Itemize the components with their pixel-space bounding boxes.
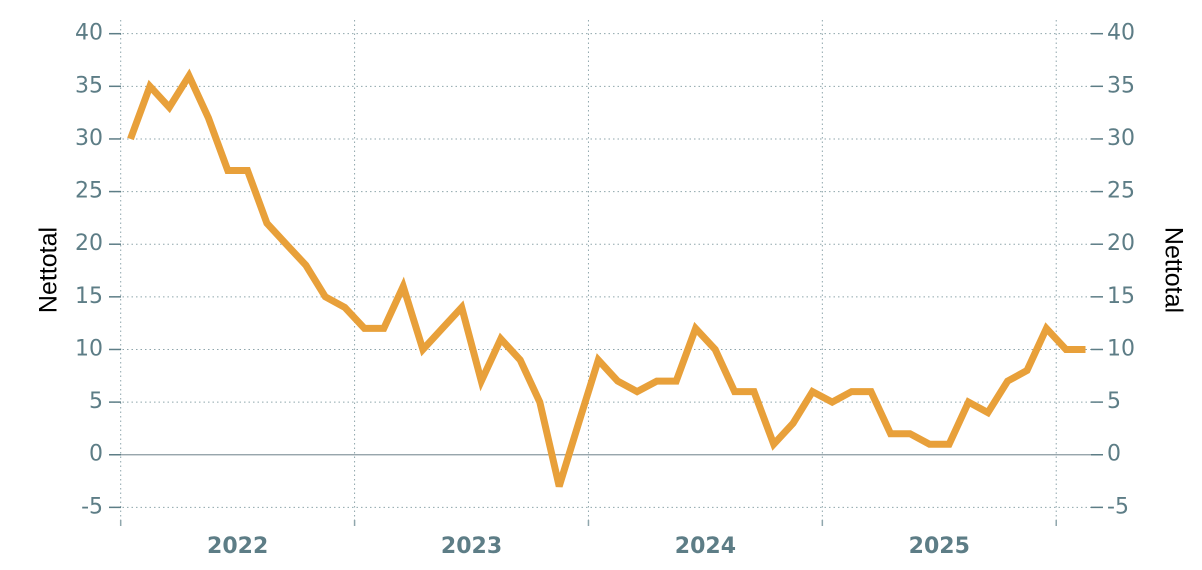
y2-tick-label: 15 xyxy=(1107,284,1135,309)
y-tick-label: 25 xyxy=(75,179,103,204)
y2-tick-label: 20 xyxy=(1107,231,1135,256)
y-tick-label: 15 xyxy=(75,284,103,309)
y-tick-label: 20 xyxy=(75,231,103,256)
y2-tick-label: 35 xyxy=(1107,73,1135,98)
y2-tick-label: 5 xyxy=(1107,389,1121,414)
x-tick-label: 2025 xyxy=(909,534,970,559)
y2-tick-label: -5 xyxy=(1107,494,1129,519)
y2-tick-label: 10 xyxy=(1107,336,1135,361)
line xyxy=(127,68,1086,488)
y2-tick-label: 40 xyxy=(1107,21,1135,46)
y-tick-label: 30 xyxy=(75,126,103,151)
y-tick-label: 5 xyxy=(89,389,103,414)
y-tick-label: 35 xyxy=(75,73,103,98)
y-tick-label: 40 xyxy=(75,21,103,46)
x-tick-label: 2024 xyxy=(675,534,736,559)
y-tick-label: 0 xyxy=(89,442,103,467)
x-tick-label: 2023 xyxy=(441,534,502,559)
y2-tick-label: 25 xyxy=(1107,179,1135,204)
y2-axis-title: Nettotal xyxy=(1159,227,1187,313)
y2-tick-label: 30 xyxy=(1107,126,1135,151)
x-tick-label: 2022 xyxy=(207,534,268,559)
y-axis-title: Nettotal xyxy=(35,227,63,313)
y2-tick-label: 0 xyxy=(1107,442,1121,467)
y-tick-label: 10 xyxy=(75,336,103,361)
y-tick-label: -5 xyxy=(81,494,103,519)
